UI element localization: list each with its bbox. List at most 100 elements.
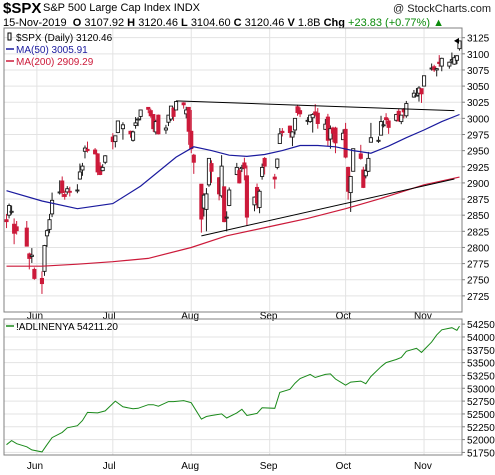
candle-body bbox=[204, 193, 209, 210]
x-tick-label: Jul bbox=[103, 311, 116, 322]
y-tick-label: 3075 bbox=[467, 66, 490, 77]
candle-body bbox=[62, 194, 67, 197]
candle-body bbox=[7, 205, 12, 216]
candle-body bbox=[343, 128, 348, 158]
candle-body bbox=[351, 148, 356, 172]
open-label: O bbox=[72, 17, 82, 29]
candle-body bbox=[189, 130, 194, 150]
candle-body bbox=[237, 170, 242, 184]
candle-body bbox=[348, 176, 353, 194]
candle-body bbox=[366, 157, 371, 172]
low-value: 3104.60 bbox=[190, 17, 231, 29]
high-value: 3120.46 bbox=[138, 17, 178, 29]
candle-body bbox=[457, 40, 462, 50]
candle-body bbox=[310, 114, 315, 119]
stockcharts-credit: @ StockCharts.com bbox=[393, 3, 491, 15]
candle-body bbox=[80, 165, 85, 171]
candle-icon bbox=[7, 32, 12, 41]
lower-trendline bbox=[201, 178, 455, 237]
candle-body bbox=[39, 277, 45, 285]
candle-body bbox=[434, 68, 439, 71]
candle-body bbox=[298, 110, 303, 115]
candle-body bbox=[404, 103, 409, 117]
ma50-line bbox=[6, 113, 460, 210]
legend-label: $SPX (Daily) 3120.46 bbox=[16, 33, 113, 44]
plot-frame bbox=[3, 27, 463, 313]
volume-label: V bbox=[287, 17, 295, 29]
candle-body bbox=[363, 170, 368, 177]
candle-body bbox=[148, 110, 153, 117]
candle-body bbox=[381, 124, 386, 127]
candle-body bbox=[361, 169, 366, 188]
open-value: 3107.92 bbox=[84, 17, 125, 29]
candle-body bbox=[439, 57, 444, 67]
y-tick-label: 51750 bbox=[467, 448, 495, 459]
y-tick-label: 2800 bbox=[467, 243, 490, 254]
candle-body bbox=[454, 55, 459, 61]
volume-value: 1.8B bbox=[297, 17, 321, 29]
candle-body bbox=[227, 189, 232, 206]
candle-body bbox=[103, 155, 108, 163]
candle-body bbox=[42, 245, 47, 272]
y-tick-label: 52000 bbox=[467, 436, 495, 447]
y-tick-label: 53750 bbox=[467, 346, 495, 357]
y-tick-label: 2850 bbox=[467, 211, 490, 222]
candle-body bbox=[328, 128, 333, 140]
candle-body bbox=[452, 57, 457, 65]
x-tick-label: Jun bbox=[27, 461, 43, 472]
upper-trendline bbox=[176, 100, 455, 112]
symbol-title: $SPX bbox=[3, 0, 42, 17]
candle-body bbox=[447, 61, 452, 67]
quote-line: 15-Nov-2019 O 3107.92 H 3120.46 L 3104.6… bbox=[3, 17, 444, 29]
candle-body bbox=[419, 88, 424, 95]
y-tick-label: 2725 bbox=[467, 292, 490, 303]
candle-body bbox=[32, 268, 37, 279]
candle-body bbox=[386, 120, 391, 128]
candle-body bbox=[421, 75, 427, 87]
candles bbox=[4, 40, 462, 294]
y-tick-label: 3000 bbox=[467, 114, 490, 125]
candle-body bbox=[376, 139, 381, 142]
candle-body bbox=[191, 154, 196, 163]
legend-label: MA(50) 3005.91 bbox=[16, 45, 88, 56]
x-tick-label: Jun bbox=[27, 311, 43, 322]
legend-label: !ADLINENYA 54211.20 bbox=[16, 322, 118, 333]
close-value: 3120.46 bbox=[244, 17, 285, 29]
adline-grid bbox=[4, 319, 462, 455]
candle-body bbox=[399, 114, 404, 123]
y-tick-label: 54000 bbox=[467, 333, 495, 344]
candle-body bbox=[29, 254, 34, 257]
candle-body bbox=[368, 137, 373, 143]
last-price-marker bbox=[454, 37, 459, 44]
candle-body bbox=[138, 109, 143, 117]
candle-body bbox=[115, 120, 120, 134]
candle-body bbox=[224, 216, 229, 219]
candle-body bbox=[14, 226, 19, 232]
candle-body bbox=[272, 176, 277, 180]
plot-frame bbox=[3, 318, 463, 456]
candle-body bbox=[358, 153, 363, 159]
price-panel: 2725 2750 2775 2800 2825 2850 2875 2900 2925 2950… bbox=[3, 27, 490, 322]
y-tick-label: 2825 bbox=[467, 227, 490, 238]
candle-body bbox=[209, 163, 214, 172]
candle-body bbox=[378, 121, 384, 136]
candle-body bbox=[262, 157, 267, 167]
candle-body bbox=[287, 125, 292, 134]
y-tick-label: 53500 bbox=[467, 359, 495, 370]
x-tick-label: Aug bbox=[181, 461, 199, 472]
y-tick-label: 53250 bbox=[467, 371, 495, 382]
adline-series bbox=[6, 325, 460, 453]
candle-body bbox=[414, 94, 419, 97]
candle-body bbox=[65, 188, 70, 193]
candle-body bbox=[290, 131, 295, 138]
y-tick-label: 52250 bbox=[467, 423, 495, 434]
candle-body bbox=[75, 189, 80, 192]
candle-body bbox=[47, 219, 52, 230]
ma200-line bbox=[6, 176, 460, 267]
quote-date: 15-Nov-2019 bbox=[3, 17, 67, 29]
candle-body bbox=[130, 131, 136, 141]
legend-label: MA(200) 2909.29 bbox=[16, 57, 94, 68]
x-tick-label: Nov bbox=[414, 311, 432, 322]
x-tick-label: Sep bbox=[260, 311, 278, 322]
